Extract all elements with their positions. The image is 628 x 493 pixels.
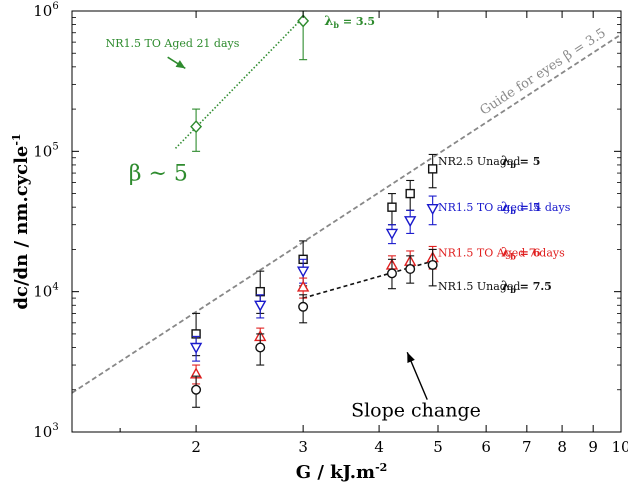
aged-21-fit-line [174, 16, 304, 149]
aged-21-arrowhead [175, 60, 186, 69]
y-tick-base: 10 [33, 142, 52, 160]
y-tick-exponent: 5 [52, 141, 58, 152]
x-tick-label: 4 [374, 438, 384, 456]
lambda-subscript: b [510, 206, 516, 216]
series-label: NR1.5 Unaged [438, 280, 520, 293]
x-axis-title: G / kJ.m-2 [296, 461, 388, 483]
x-tick-label: 3 [298, 438, 308, 456]
slope-change-arrowhead [407, 352, 415, 364]
nr1-5-to-aged-21-days-point [297, 14, 310, 28]
lambda-subscript: b [510, 252, 516, 262]
guide-line [71, 33, 622, 394]
y-tick-label: 106 [33, 1, 58, 20]
annotations: G / kJ.m-2 dc/dn / nm.cycle-1 Guide for ey… [10, 14, 609, 483]
lambda-symbol: λ [501, 279, 510, 294]
y-axis-title-text: dc/dn / nm.cycle [11, 146, 32, 310]
series-label: NR1.5 TO aged 14 days [438, 201, 571, 214]
lambda-subscript: b [333, 20, 339, 30]
series-label: NR1.5 TO Aged 7 days [438, 247, 565, 260]
lambda-value: = 5 [516, 155, 541, 168]
lambda-label: λb = 3.5 [324, 14, 375, 30]
nr2-5-unaged-point [427, 164, 438, 174]
x-tick-label: 7 [522, 438, 532, 456]
nr1-5-unaged-point [255, 342, 266, 353]
y-tick-label: 103 [33, 422, 58, 441]
nr1-5-unaged-point [191, 384, 202, 395]
lambda-symbol: λ [501, 200, 510, 215]
plot-marks [71, 10, 622, 408]
lambda-value: = 5 [516, 201, 541, 214]
x-axis-title-sup: -2 [375, 461, 387, 474]
y-tick-label: 104 [33, 282, 58, 301]
x-tick-label: 8 [557, 438, 567, 456]
lambda-label: λb = 5 [501, 154, 540, 170]
guide-line-label: Guide for eyes β = 3.5 [478, 26, 609, 119]
lambda-label: λb = 5 [501, 200, 540, 216]
y-tick-base: 10 [33, 423, 52, 441]
x-tick-label: 6 [481, 438, 491, 456]
y-tick-base: 10 [33, 2, 52, 20]
y-axis-title-sup: -1 [10, 133, 23, 145]
lambda-symbol: λ [324, 14, 333, 29]
x-axis-title-text: G / kJ.m [296, 462, 375, 483]
lambda-symbol: λ [501, 246, 510, 261]
beta-label: β ~ 5 [129, 161, 188, 186]
nr1-5-to-aged-14-days-point [189, 342, 203, 354]
lambda-subscript: b [510, 160, 516, 170]
nr1-5-to-aged-14-days-point [426, 204, 439, 216]
nr1-5-unaged-point [405, 264, 416, 275]
nr1-5-to-aged-14-days-point [296, 266, 310, 278]
lambda-value: = 6 [516, 247, 541, 260]
nr1-5-to-aged-14-days-point [403, 216, 417, 228]
lambda-subscript: b [510, 285, 516, 295]
lambda-value: = 3.5 [339, 15, 375, 28]
y-tick-exponent: 4 [52, 282, 58, 293]
nr1-5-unaged-point [386, 268, 397, 279]
nr2-5-unaged-point [405, 188, 415, 199]
x-tick-label: 10 [611, 438, 628, 456]
nr1-5-to-aged-7-days-point [296, 280, 310, 292]
y-axis-title: dc/dn / nm.cycle-1 [10, 133, 32, 309]
lambda-label: λb = 7.5 [501, 279, 552, 295]
y-tick-label: 105 [33, 141, 58, 160]
y-tick-base: 10 [33, 283, 52, 301]
lambda-symbol: λ [501, 154, 510, 169]
nr1-5-to-aged-21-days-point [190, 120, 203, 134]
nr1-5-unaged-point [427, 259, 438, 270]
x-tick-label: 5 [433, 438, 443, 456]
y-tick-exponent: 3 [52, 422, 58, 433]
x-tick-label: 9 [588, 438, 598, 456]
series-label: NR1.5 TO Aged 21 days [106, 37, 240, 50]
x-tick-label: 2 [191, 438, 201, 456]
nr1-5-to-aged-14-days-point [385, 228, 399, 240]
lambda-label: λb = 6 [501, 246, 541, 262]
series-label: NR2.5 Unaged [438, 155, 520, 168]
nr2-5-unaged-point [387, 202, 397, 212]
nr1-5-to-aged-14-days-point [254, 300, 267, 312]
nr1-5-unaged-point [298, 301, 309, 312]
slope-change-label: Slope change [351, 400, 481, 422]
y-tick-exponent: 6 [52, 1, 58, 12]
plot-frame [71, 10, 622, 433]
lambda-value: = 7.5 [516, 280, 552, 293]
